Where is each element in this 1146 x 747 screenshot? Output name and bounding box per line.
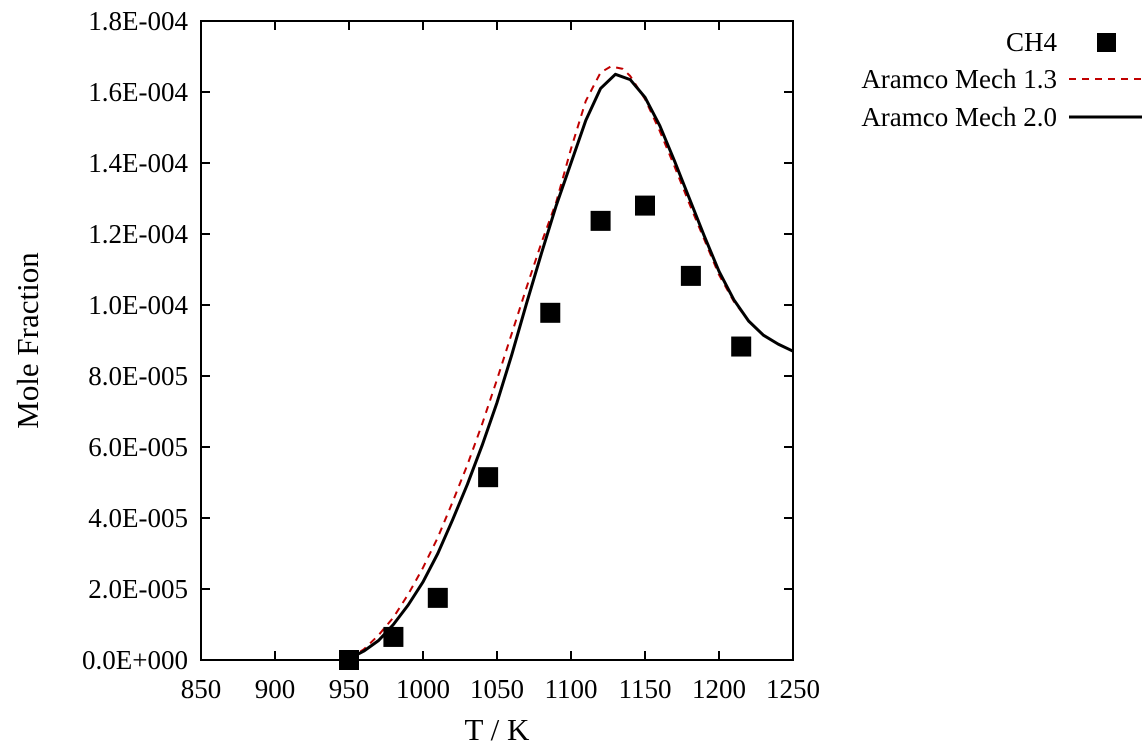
y-tick-label: 1.0E-004 — [88, 290, 188, 320]
y-tick-label: 1.8E-004 — [88, 6, 188, 36]
y-tick-label: 6.0E-005 — [88, 432, 188, 462]
legend-marker-swatch — [1097, 33, 1116, 52]
legend-label: Aramco Mech 1.3 — [861, 64, 1057, 94]
series-line-1 — [348, 65, 794, 660]
x-tick-label: 1000 — [396, 674, 450, 704]
data-point — [680, 265, 701, 286]
x-tick-label: 950 — [329, 674, 370, 704]
series-line-2 — [348, 72, 794, 661]
data-point — [383, 626, 404, 647]
x-axis-title: T / K — [465, 712, 530, 747]
data-point — [590, 210, 611, 231]
legend: CH4 Aramco Mech 1.3 Aramco Mech 2.0 — [861, 27, 1142, 132]
y-tick-label: 4.0E-005 — [88, 503, 188, 533]
data-point — [427, 587, 448, 608]
x-tick-label: 1100 — [545, 674, 598, 704]
y-tick-label: 1.6E-004 — [88, 77, 188, 107]
x-tick-label: 850 — [181, 674, 222, 704]
x-tick-label: 1200 — [692, 674, 746, 704]
data-point — [731, 336, 752, 357]
y-tick-label: 2.0E-005 — [88, 574, 188, 604]
data-point — [478, 467, 499, 488]
y-tick-label: 8.0E-005 — [88, 361, 188, 391]
curves-layer — [348, 65, 794, 661]
plot-frame — [200, 20, 794, 661]
data-point — [540, 302, 561, 323]
x-tick-label: 1150 — [619, 674, 672, 704]
legend-label: CH4 — [1006, 27, 1058, 57]
x-tick-label: 900 — [255, 674, 296, 704]
y-tick-label: 0.0E+000 — [82, 645, 188, 675]
points-layer — [339, 195, 752, 670]
data-point — [635, 195, 655, 216]
x-tick-label: 1050 — [470, 674, 524, 704]
y-tick-label: 1.4E-004 — [88, 148, 188, 178]
x-tick-label: 1250 — [766, 674, 820, 704]
y-axis-title: Mole Fraction — [10, 252, 45, 429]
x-axis: 850 900 950 1000 1050 1100 1150 1200 1250 — [181, 21, 820, 704]
legend-label: Aramco Mech 2.0 — [861, 102, 1057, 132]
y-tick-label: 1.2E-004 — [88, 219, 188, 249]
y-axis: 0.0E+000 2.0E-005 4.0E-005 6.0E-005 8.0E-005… — [82, 6, 793, 675]
